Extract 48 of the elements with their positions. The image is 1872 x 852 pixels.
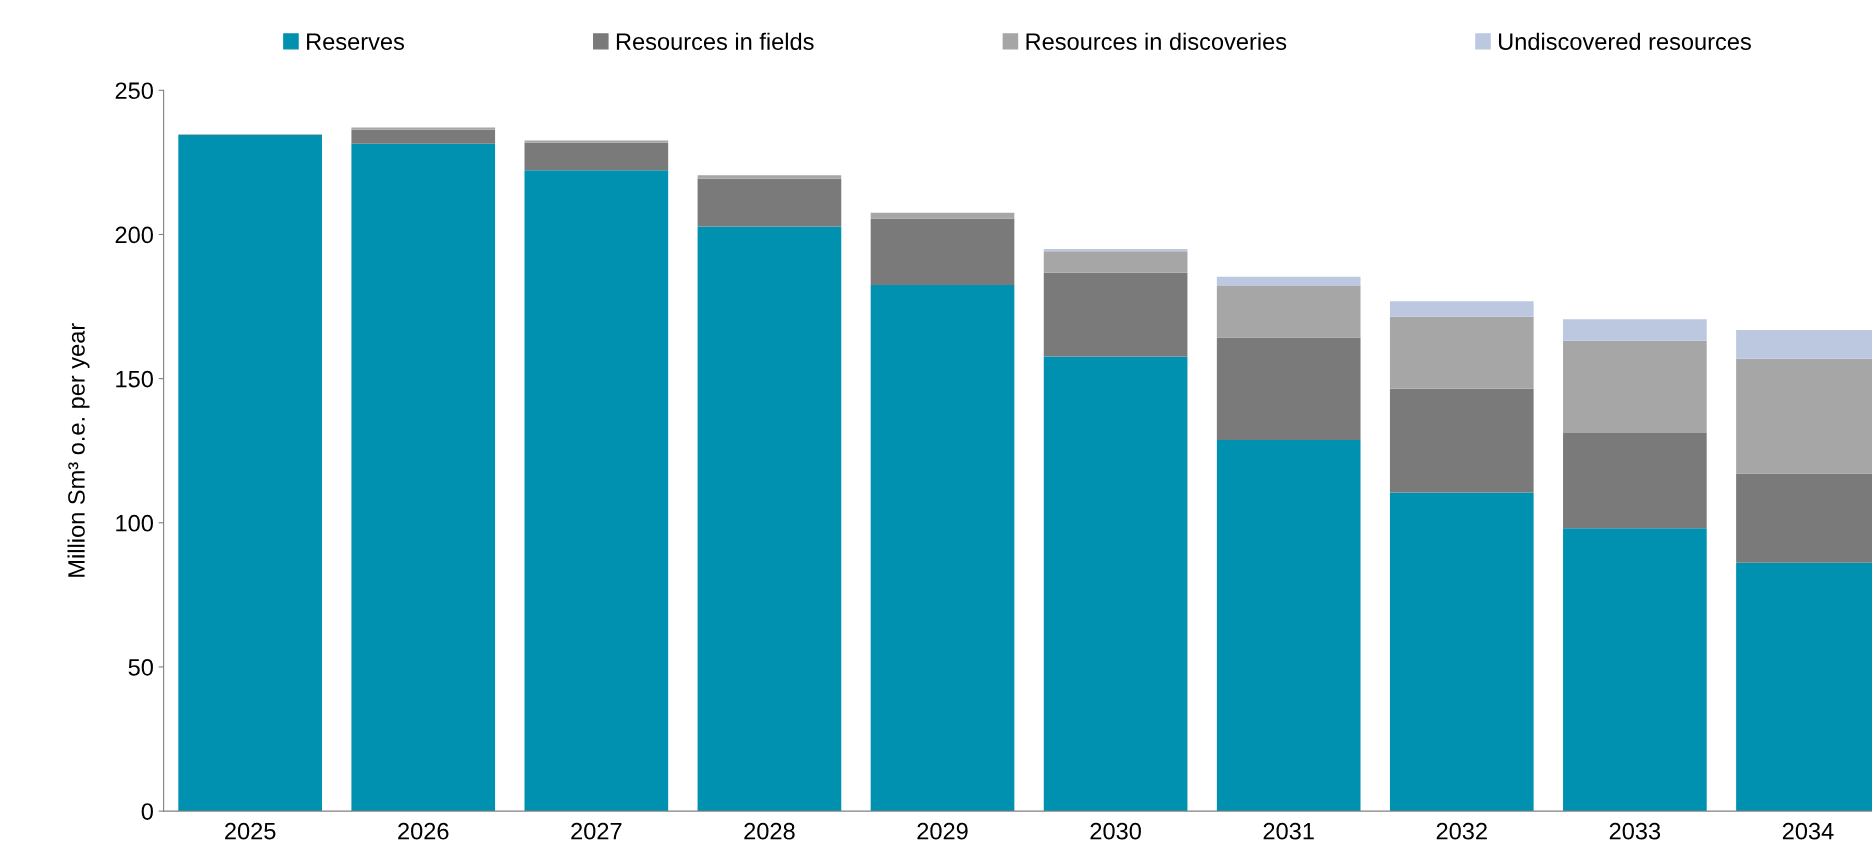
bar	[524, 170, 669, 812]
y-tick-label: 0	[141, 803, 153, 820]
legend-label: Resources in discoveries	[1026, 32, 1287, 50]
bar	[524, 140, 669, 143]
legend-label: Resources in fields	[616, 32, 814, 50]
legend-label: Reserves	[307, 33, 404, 50]
bar	[1043, 272, 1188, 357]
bar	[1563, 319, 1707, 341]
x-tick-label: 2034	[1782, 822, 1834, 840]
bar	[1043, 356, 1188, 812]
x-tick-label: 2033	[1609, 822, 1661, 840]
bar	[697, 175, 842, 179]
x-tick-label: 2030	[1090, 822, 1141, 840]
bar	[1563, 528, 1707, 812]
y-tick-label: 50	[128, 659, 153, 676]
bar	[697, 226, 842, 812]
bar	[870, 284, 1015, 812]
bar	[870, 212, 1015, 219]
bar	[351, 143, 496, 812]
bar	[1389, 492, 1534, 812]
y-tick-label: 200	[115, 226, 153, 244]
x-tick-label: 2031	[1263, 822, 1314, 840]
x-tick-label: 2027	[571, 822, 622, 840]
bar	[524, 142, 669, 171]
bar	[870, 218, 1015, 285]
x-tick-label: 2026	[398, 822, 449, 840]
y-tick-label: 100	[116, 514, 153, 532]
x-tick-label: 2028	[744, 822, 795, 840]
x-tick-label: 2032	[1436, 822, 1487, 840]
bar	[351, 129, 496, 144]
bar	[1389, 316, 1534, 389]
x-tick-label: 2029	[917, 822, 968, 840]
y-tick-label: 150	[116, 370, 153, 388]
bar	[1216, 276, 1361, 287]
bar	[1563, 433, 1707, 529]
bar	[178, 135, 322, 812]
bar	[1216, 440, 1361, 812]
y-tick-label: 250	[115, 82, 153, 100]
bar	[1216, 337, 1361, 441]
y-axis-title: Million Sm³ o.e. per year	[67, 323, 90, 577]
bar	[1389, 388, 1534, 493]
legend-label: Undiscovered resources	[1498, 32, 1751, 50]
bar	[1563, 340, 1707, 434]
x-tick-label: 2025	[225, 822, 276, 840]
bar	[1389, 301, 1534, 317]
bar	[1043, 251, 1188, 273]
bar	[697, 178, 842, 227]
bar	[1216, 286, 1361, 338]
